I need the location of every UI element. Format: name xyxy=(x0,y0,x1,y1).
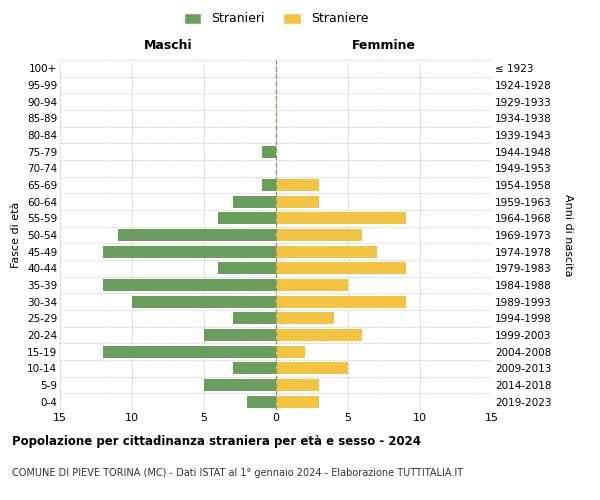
Bar xyxy=(276,179,319,191)
Bar xyxy=(276,396,319,407)
Text: Maschi: Maschi xyxy=(143,38,193,52)
Bar xyxy=(276,362,348,374)
Bar xyxy=(233,312,276,324)
Y-axis label: Fasce di età: Fasce di età xyxy=(11,202,22,268)
Bar xyxy=(276,296,406,308)
Bar xyxy=(218,212,276,224)
Legend: Stranieri, Straniere: Stranieri, Straniere xyxy=(180,8,372,29)
Bar xyxy=(276,246,377,258)
Bar xyxy=(276,196,319,207)
Bar xyxy=(247,396,276,407)
Bar xyxy=(103,279,276,291)
Bar xyxy=(276,212,406,224)
Bar xyxy=(276,379,319,391)
Bar xyxy=(262,179,276,191)
Bar xyxy=(204,329,276,341)
Bar xyxy=(276,262,406,274)
Bar xyxy=(204,379,276,391)
Text: Femmine: Femmine xyxy=(352,38,416,52)
Bar xyxy=(276,312,334,324)
Bar xyxy=(103,346,276,358)
Text: COMUNE DI PIEVE TORINA (MC) - Dati ISTAT al 1° gennaio 2024 - Elaborazione TUTTI: COMUNE DI PIEVE TORINA (MC) - Dati ISTAT… xyxy=(12,468,463,477)
Bar xyxy=(276,329,362,341)
Text: Popolazione per cittadinanza straniera per età e sesso - 2024: Popolazione per cittadinanza straniera p… xyxy=(12,435,421,448)
Bar xyxy=(118,229,276,241)
Bar xyxy=(262,146,276,158)
Bar xyxy=(276,279,348,291)
Bar xyxy=(233,362,276,374)
Bar xyxy=(233,196,276,207)
Bar xyxy=(276,229,362,241)
Bar xyxy=(276,346,305,358)
Bar xyxy=(218,262,276,274)
Y-axis label: Anni di nascita: Anni di nascita xyxy=(563,194,572,276)
Bar xyxy=(103,246,276,258)
Bar xyxy=(132,296,276,308)
